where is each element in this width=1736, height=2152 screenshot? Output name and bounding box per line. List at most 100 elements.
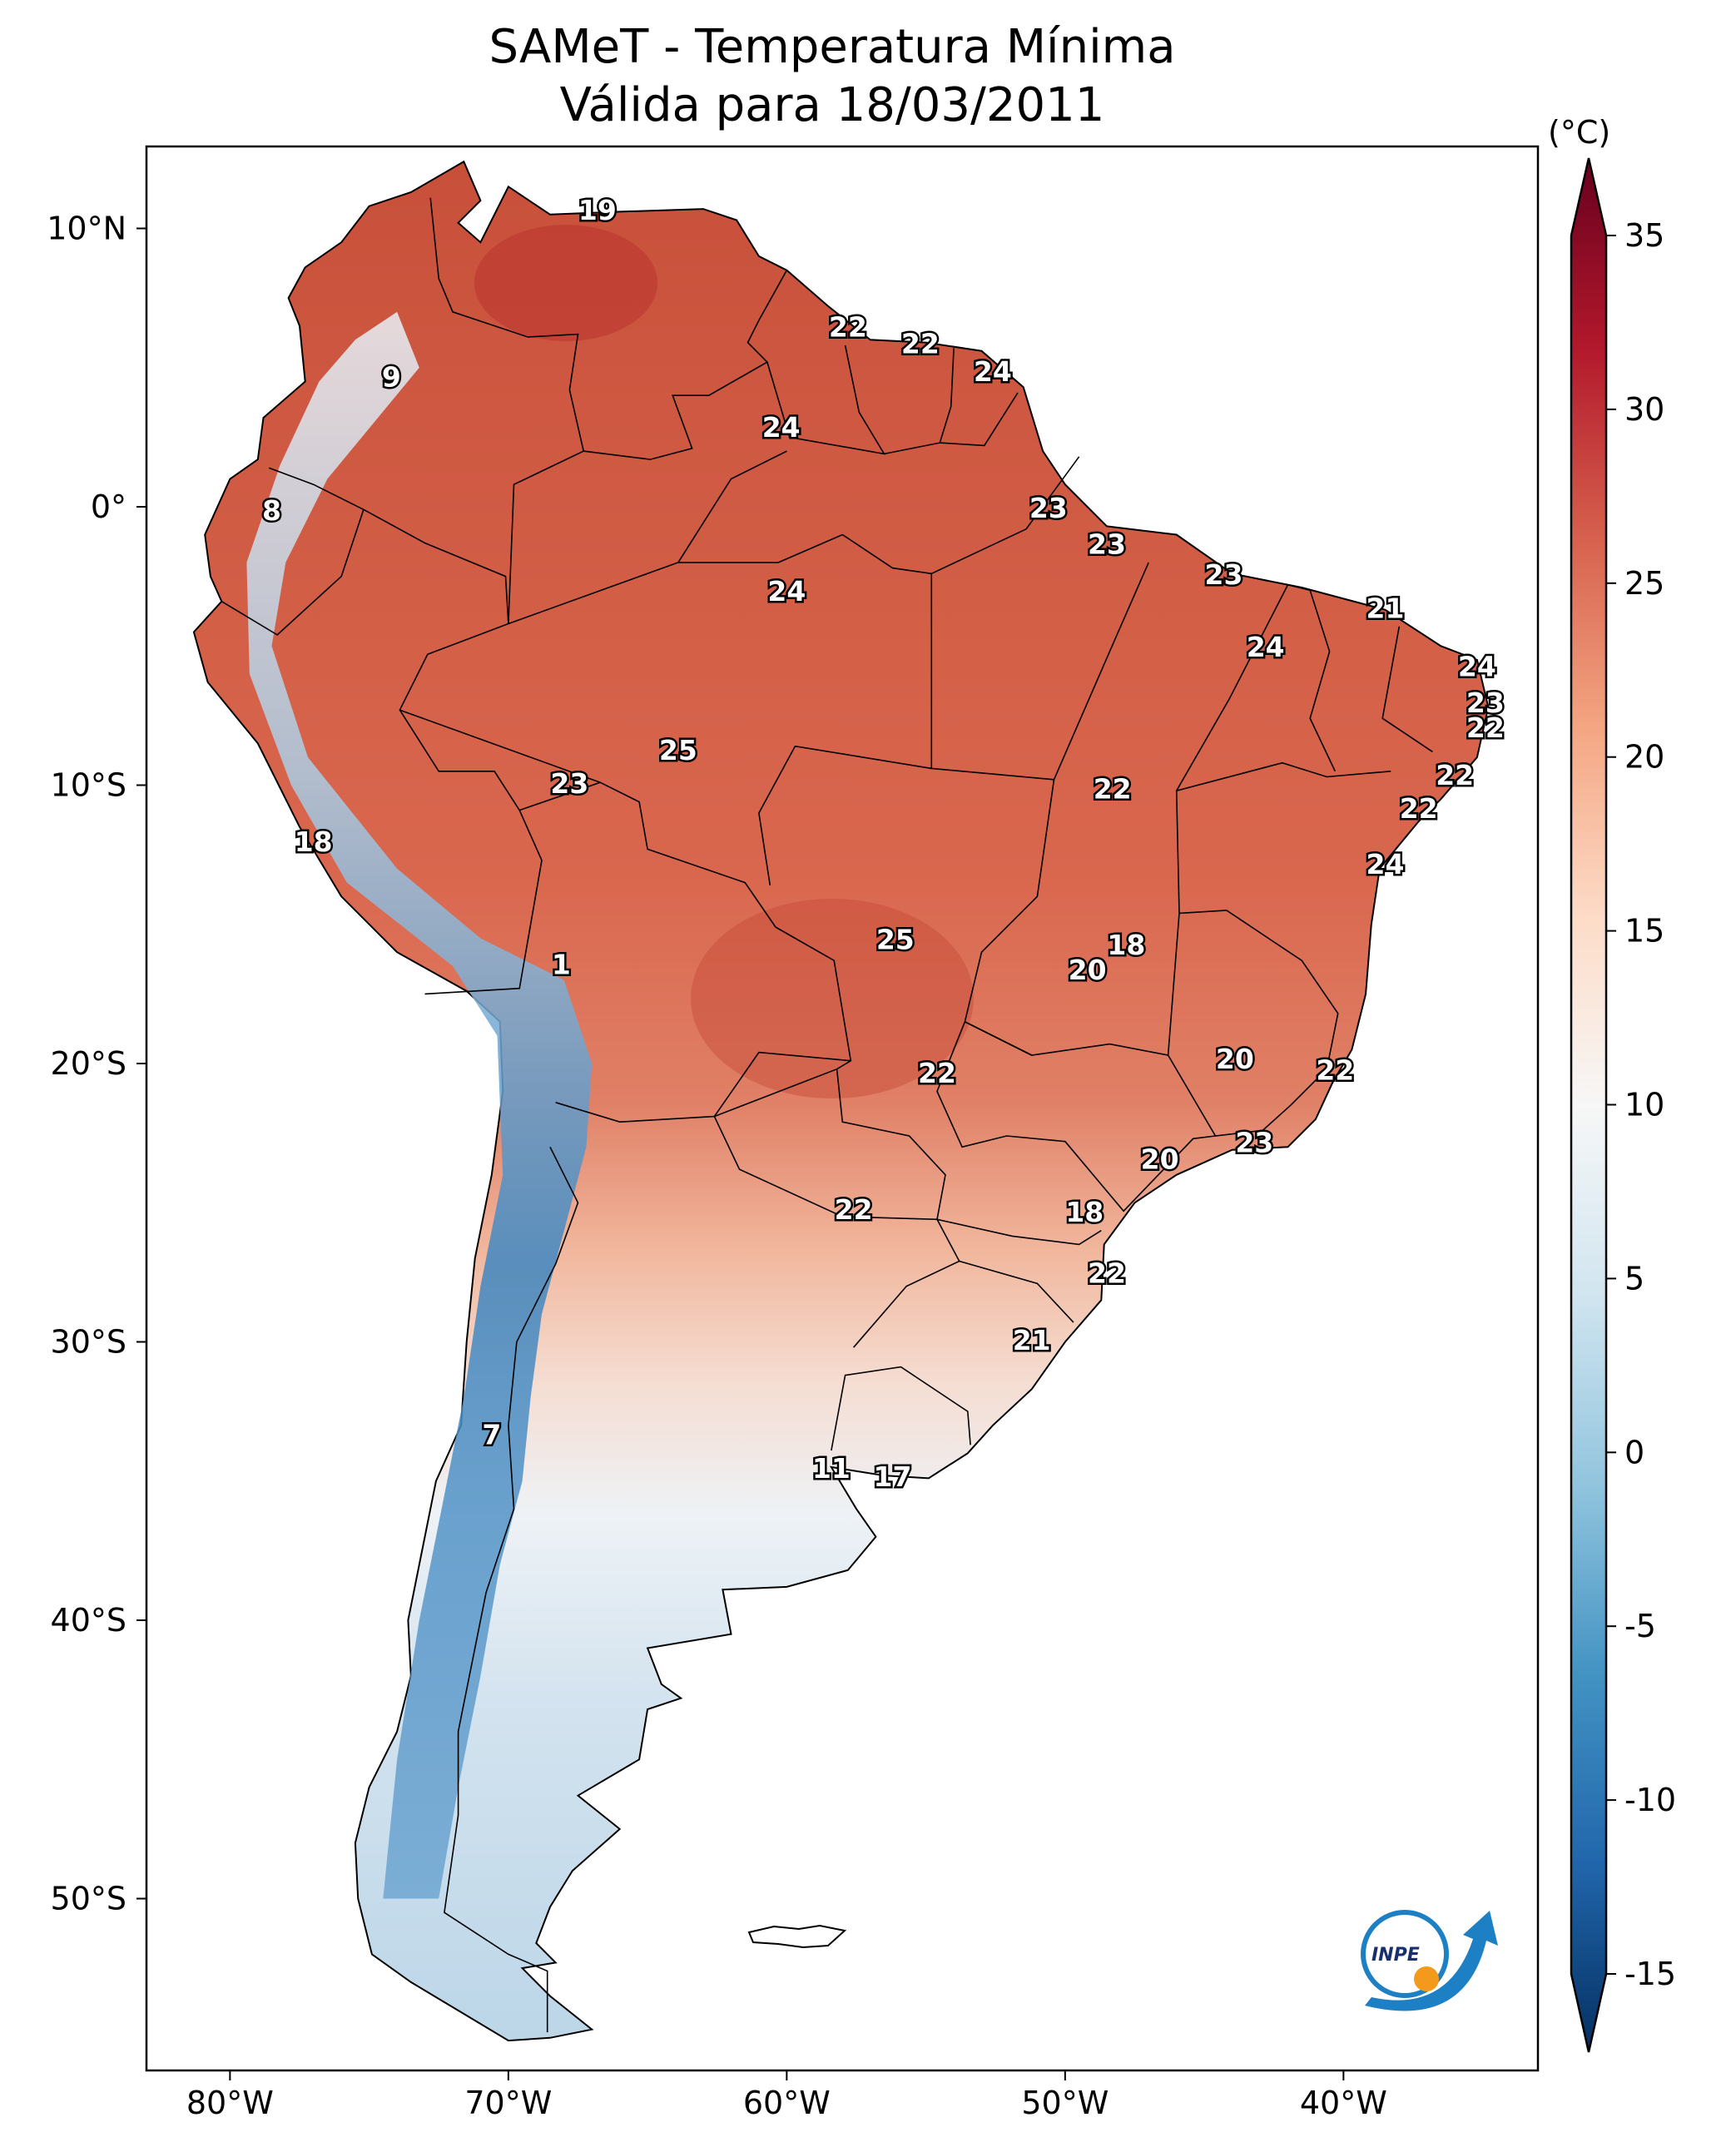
border-line bbox=[1381, 626, 1433, 753]
inpe-logo: INPE bbox=[1361, 1910, 1498, 2011]
station-temperature-label: 22 bbox=[901, 328, 940, 360]
station-temperature-label: 8 bbox=[262, 494, 281, 527]
border-line bbox=[1053, 562, 1149, 781]
country-borders bbox=[221, 197, 1433, 2033]
border-line bbox=[965, 1021, 1033, 1056]
station-temperature-label: 22 bbox=[835, 1193, 873, 1226]
logo-ring bbox=[1361, 1910, 1449, 1998]
border-line bbox=[713, 1051, 946, 1221]
station-temperature-label: 25 bbox=[876, 923, 915, 955]
border-line bbox=[1176, 584, 1289, 791]
colorbar-tick-label: 5 bbox=[1624, 1260, 1644, 1297]
logo-text: INPE bbox=[1371, 1945, 1420, 1966]
border-line bbox=[936, 1021, 1216, 1212]
colorbar-tick-label: 25 bbox=[1624, 565, 1664, 602]
colorbar-unit: (°C) bbox=[1548, 114, 1610, 151]
logo-sun bbox=[1414, 1966, 1439, 1991]
station-temperature-label: 7 bbox=[482, 1419, 501, 1451]
border-line bbox=[444, 1146, 579, 2033]
lat-tick-label: 30°S bbox=[51, 1324, 126, 1361]
station-temperature-label: 21 bbox=[1013, 1324, 1051, 1356]
station-temperature-label: 23 bbox=[550, 767, 588, 800]
station-temperature-label: 20 bbox=[1216, 1043, 1254, 1075]
station-temperature-label: 24 bbox=[974, 355, 1012, 388]
border-line bbox=[268, 467, 543, 995]
border-line bbox=[1167, 910, 1339, 1137]
colorbar-tick-label: 0 bbox=[1624, 1434, 1644, 1470]
border-line bbox=[936, 1218, 1102, 1246]
lat-tick-label: 50°S bbox=[51, 1881, 126, 1917]
station-temperature-label: 23 bbox=[1029, 492, 1068, 524]
station-temperature-label: 1 bbox=[552, 948, 571, 980]
station-temperature-label: 23 bbox=[1466, 687, 1505, 719]
station-temperature-label: 24 bbox=[1458, 651, 1496, 683]
warm-core-region-venezuela bbox=[474, 225, 657, 341]
lat-tick-label: 40°S bbox=[51, 1602, 126, 1639]
border-line bbox=[677, 450, 787, 563]
map-title: SAMeT - Temperatura Mínima bbox=[489, 20, 1176, 74]
andes-cold-band bbox=[246, 311, 593, 1899]
border-line bbox=[429, 197, 585, 624]
border-line bbox=[884, 348, 955, 455]
border-line bbox=[583, 270, 788, 460]
colorbar-tick-label: 30 bbox=[1624, 391, 1664, 428]
lat-tick-label: 20°S bbox=[51, 1045, 126, 1082]
map-subtitle: Válida para 18/03/2011 bbox=[559, 78, 1105, 132]
lon-tick-label: 80°W bbox=[186, 2085, 274, 2121]
border-line bbox=[940, 392, 1019, 447]
colorbar-bar bbox=[1570, 157, 1608, 2053]
lat-tick-label: 10°N bbox=[47, 211, 126, 247]
station-temperature-label: 22 bbox=[1316, 1054, 1354, 1087]
station-temperature-label: 11 bbox=[812, 1452, 851, 1485]
station-temperature-label: 9 bbox=[382, 361, 401, 394]
axis-ticks: 80°W 70°W 60°W 50°W 40°W 10°N 0° 10°S 20°S 30°S 40… bbox=[47, 211, 1387, 2122]
colorbar-ticks: 35 30 25 20 15 10 5 0 -5 -10 -15 bbox=[1606, 217, 1676, 1992]
border-line bbox=[930, 456, 1080, 575]
lon-tick-label: 50°W bbox=[1021, 2085, 1109, 2121]
colorbar-tick-label: 20 bbox=[1624, 739, 1664, 776]
station-temperature-label: 18 bbox=[295, 826, 333, 858]
station-temperature-label: 22 bbox=[1088, 1257, 1126, 1290]
station-temperature-label: 20 bbox=[1069, 954, 1107, 986]
colorbar-tick-label: 35 bbox=[1624, 217, 1664, 254]
station-temperature-label: 23 bbox=[1088, 528, 1126, 560]
border-line bbox=[508, 533, 1054, 781]
station-temperature-label: 22 bbox=[918, 1057, 956, 1089]
station-temperature-label: 24 bbox=[762, 411, 801, 444]
lat-tick-label: 0° bbox=[91, 488, 126, 525]
station-temperature-label: 22 bbox=[1094, 773, 1132, 806]
station-temperature-label: 25 bbox=[659, 734, 697, 766]
falkland-islands bbox=[747, 1924, 847, 1949]
border-line bbox=[399, 709, 601, 783]
station-temperature-label: 24 bbox=[767, 575, 806, 607]
border-line bbox=[221, 509, 365, 636]
colorbar-tick-label: 15 bbox=[1624, 913, 1664, 950]
lat-tick-label: 10°S bbox=[51, 767, 126, 804]
station-temperature-label: 18 bbox=[1065, 1196, 1104, 1228]
map-frame bbox=[145, 145, 1540, 2072]
lon-tick-label: 40°W bbox=[1300, 2085, 1387, 2121]
logo-swoosh bbox=[1365, 1911, 1498, 2011]
colorbar-tick-label: -5 bbox=[1624, 1608, 1656, 1644]
border-line bbox=[758, 745, 932, 886]
border-line bbox=[518, 781, 852, 1123]
colorbar: 35 30 25 20 15 10 5 0 -5 -10 -15 (°C) bbox=[1548, 114, 1676, 2053]
colorbar-tick-label: -15 bbox=[1624, 1956, 1676, 1992]
warm-core-region bbox=[691, 899, 974, 1098]
colorbar-tick-label: -10 bbox=[1624, 1782, 1676, 1818]
station-temperature-label: 20 bbox=[1141, 1143, 1179, 1176]
station-temperature-label: 21 bbox=[1366, 592, 1405, 624]
station-temperature-label: 22 bbox=[1400, 792, 1438, 825]
station-temperature-label: 19 bbox=[578, 194, 617, 226]
station-temperature-label: 17 bbox=[874, 1460, 912, 1493]
colorbar-tick-label: 10 bbox=[1624, 1087, 1664, 1123]
border-line bbox=[831, 1366, 971, 1451]
station-temperature-label: 24 bbox=[1247, 631, 1285, 663]
station-temperature-label: 23 bbox=[1235, 1127, 1273, 1159]
station-temperature-label: 22 bbox=[829, 310, 867, 343]
border-line bbox=[852, 1218, 960, 1348]
lon-tick-label: 70°W bbox=[464, 2085, 552, 2121]
station-temperature-label: 22 bbox=[1436, 759, 1474, 791]
